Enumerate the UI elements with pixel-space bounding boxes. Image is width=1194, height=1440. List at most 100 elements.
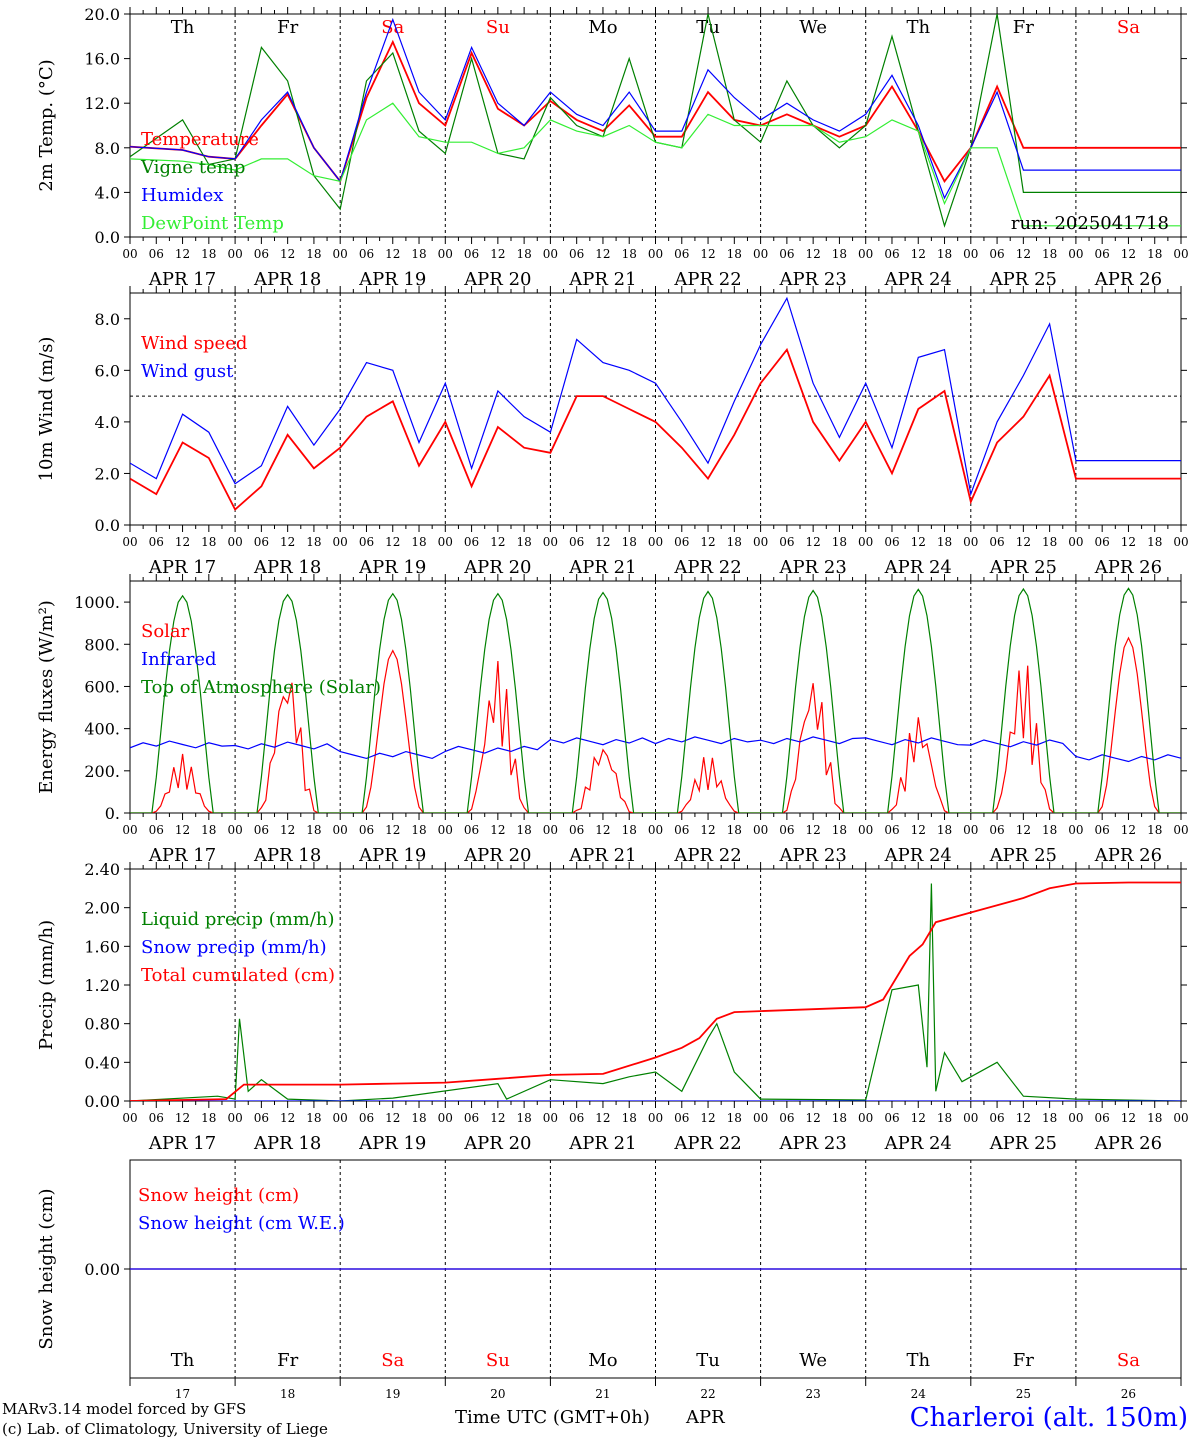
x-tick-label: 06 xyxy=(464,1111,479,1125)
x-tick-label: 06 xyxy=(569,247,584,261)
legend-entry: Humidex xyxy=(141,185,223,206)
x-tick-label: 18 xyxy=(516,1111,531,1125)
y-tick-label: 1.60 xyxy=(84,937,120,956)
y-axis-label: Energy fluxes (W/m²) xyxy=(36,600,57,794)
x-tick-label: 00 xyxy=(122,823,137,837)
x-tick-label: 18 xyxy=(201,1111,216,1125)
day-number-label: 17 xyxy=(175,1387,190,1401)
x-tick-label: 18 xyxy=(622,823,637,837)
date-label: APR 22 xyxy=(673,845,741,866)
x-tick-label: 12 xyxy=(806,247,821,261)
y-tick-label: 200. xyxy=(84,762,120,781)
series-line-humidex xyxy=(130,17,1181,200)
day-of-week-label: Fr xyxy=(1013,17,1034,38)
day-of-week-label: Fr xyxy=(1013,1350,1034,1371)
date-label: APR 19 xyxy=(358,557,426,578)
x-tick-label: 18 xyxy=(306,1111,321,1125)
day-of-week-label: Mo xyxy=(588,17,617,38)
x-tick-label: 00 xyxy=(648,535,663,549)
x-tick-label: 18 xyxy=(622,247,637,261)
x-tick-label: 18 xyxy=(201,823,216,837)
legend-entry: Total cumulated (cm) xyxy=(141,965,335,986)
date-label: APR 21 xyxy=(568,269,636,290)
x-tick-label: 00 xyxy=(1173,823,1188,837)
day-of-week-label: Sa xyxy=(381,1350,404,1371)
y-tick-label: 0.40 xyxy=(84,1053,120,1072)
x-tick-label: 00 xyxy=(1173,247,1188,261)
x-tick-label: 12 xyxy=(595,1111,610,1125)
date-label: APR 18 xyxy=(253,1133,321,1154)
x-tick-label: 18 xyxy=(727,823,742,837)
x-tick-label: 18 xyxy=(201,247,216,261)
x-tick-label: 06 xyxy=(464,823,479,837)
x-tick-label: 12 xyxy=(385,1111,400,1125)
x-tick-label: 18 xyxy=(1147,1111,1162,1125)
x-tick-label: 00 xyxy=(1068,247,1083,261)
day-number-label: 18 xyxy=(280,1387,295,1401)
x-tick-label: 06 xyxy=(989,1111,1004,1125)
x-tick-label: 00 xyxy=(1068,823,1083,837)
x-tick-label: 12 xyxy=(595,535,610,549)
date-label: APR 22 xyxy=(673,1133,741,1154)
x-tick-label: 06 xyxy=(884,1111,899,1125)
x-tick-label: 18 xyxy=(937,247,952,261)
x-tick-label: 06 xyxy=(674,823,689,837)
y-tick-label: 0.00 xyxy=(84,1260,120,1279)
series-line-wind-speed xyxy=(130,347,1181,511)
date-label: APR 17 xyxy=(148,845,216,866)
x-tick-label: 12 xyxy=(175,823,190,837)
y-axis-label: 2m Temp. (°C) xyxy=(36,59,57,191)
y-tick-label: 12.0 xyxy=(84,94,120,113)
x-tick-label: 06 xyxy=(359,1111,374,1125)
x-tick-label: 00 xyxy=(1173,1111,1188,1125)
x-tick-label: 00 xyxy=(648,823,663,837)
x-tick-label: 18 xyxy=(1147,535,1162,549)
y-tick-label: 0.0 xyxy=(95,516,120,535)
x-tick-label: 18 xyxy=(622,1111,637,1125)
day-number-label: 22 xyxy=(700,1387,715,1401)
x-tick-label: 12 xyxy=(595,823,610,837)
x-tick-label: 06 xyxy=(359,247,374,261)
x-tick-label: 12 xyxy=(1016,1111,1031,1125)
x-tick-label: 12 xyxy=(1121,1111,1136,1125)
day-of-week-label: We xyxy=(799,17,827,38)
series-line-infrared xyxy=(130,736,1181,763)
y-tick-label: 1.20 xyxy=(84,976,120,995)
x-tick-label: 00 xyxy=(753,247,768,261)
x-tick-label: 00 xyxy=(122,247,137,261)
x-tick-label: 00 xyxy=(858,1111,873,1125)
x-tick-label: 00 xyxy=(438,1111,453,1125)
y-axis-label: 10m Wind (m/s) xyxy=(36,337,57,482)
date-label: APR 23 xyxy=(779,269,847,290)
x-tick-label: 00 xyxy=(543,247,558,261)
x-tick-label: 00 xyxy=(333,1111,348,1125)
day-of-week-label: Th xyxy=(171,1350,195,1371)
day-number-label: 24 xyxy=(911,1387,927,1401)
x-tick-label: 12 xyxy=(1121,535,1136,549)
x-tick-label: 18 xyxy=(1042,247,1057,261)
date-label: APR 22 xyxy=(673,269,741,290)
x-tick-label: 06 xyxy=(779,247,794,261)
x-tick-label: 12 xyxy=(175,247,190,261)
legend-entry: Vigne temp xyxy=(140,157,245,178)
x-tick-label: 06 xyxy=(1095,247,1110,261)
day-of-week-label: We xyxy=(799,1350,827,1371)
panel-temp: 0.0 4.0 8.0 12.0 16.0 20.0 2m Temp. (°C) 00 06 12… xyxy=(36,5,1189,290)
x-tick-label: 18 xyxy=(832,823,847,837)
x-tick-label: 00 xyxy=(438,247,453,261)
series-line-top-of-atmosphere-solar- xyxy=(130,587,1181,813)
series-line-liquid-precip-mm-h- xyxy=(130,883,1181,1101)
x-tick-label: 06 xyxy=(674,535,689,549)
x-tick-label: 00 xyxy=(858,823,873,837)
x-tick-label: 18 xyxy=(306,535,321,549)
y-tick-label: 20.0 xyxy=(84,5,120,24)
x-tick-label: 06 xyxy=(254,535,269,549)
date-label: APR 23 xyxy=(779,557,847,578)
x-tick-label: 18 xyxy=(516,247,531,261)
x-tick-label: 00 xyxy=(963,247,978,261)
y-tick-label: 2.40 xyxy=(84,860,120,879)
x-tick-label: 00 xyxy=(122,535,137,549)
x-tick-label: 12 xyxy=(911,535,926,549)
x-tick-label: 18 xyxy=(937,823,952,837)
